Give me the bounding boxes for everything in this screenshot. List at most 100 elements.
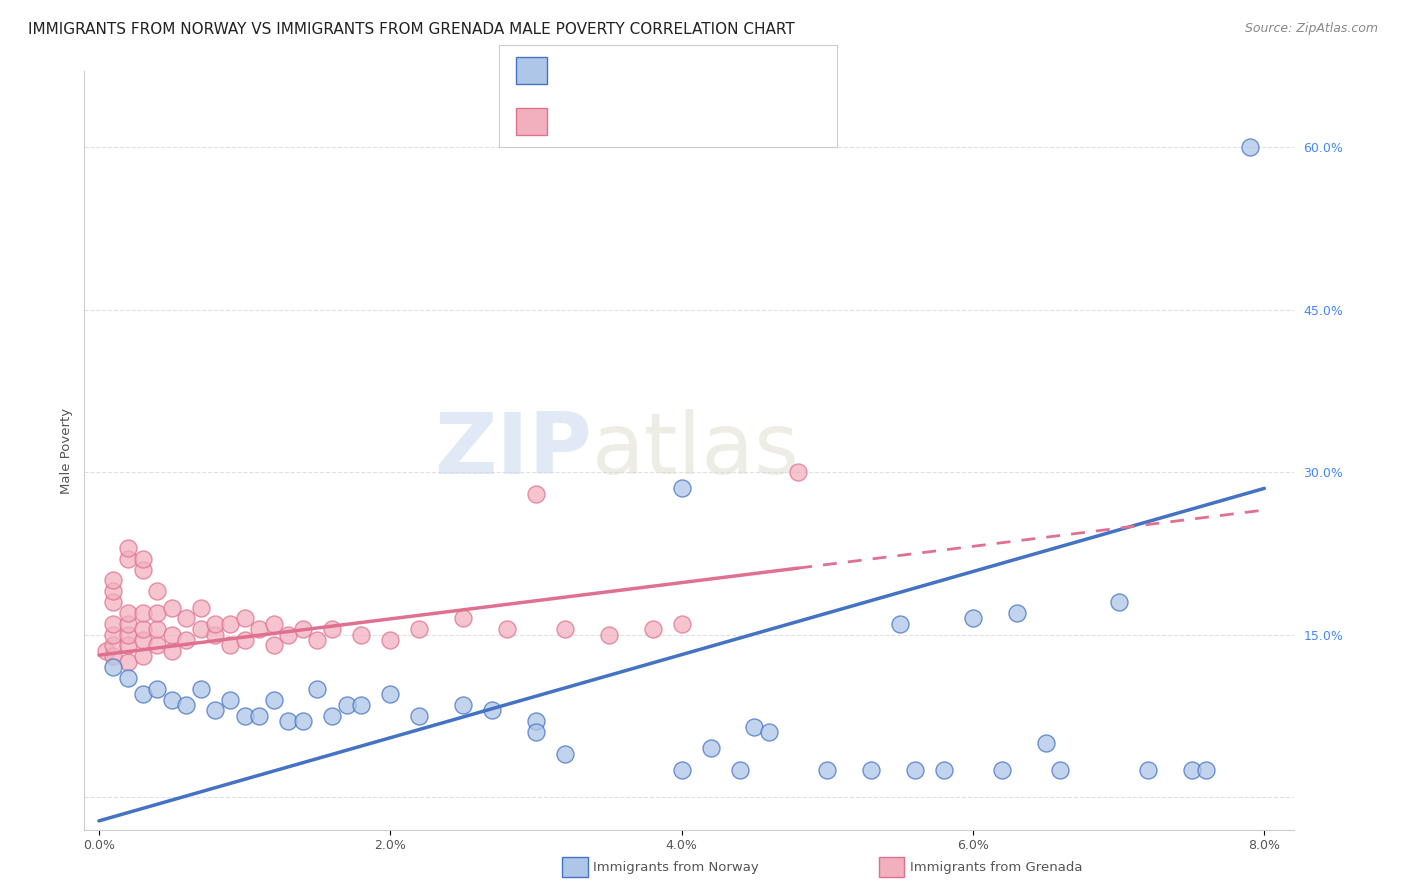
Point: [219, 616, 242, 631]
Text: 0.476: 0.476: [598, 62, 643, 78]
Point: [815, 763, 838, 777]
Text: R =: R =: [558, 114, 593, 129]
Text: ZIP: ZIP: [434, 409, 592, 492]
Point: [233, 633, 256, 648]
Point: [117, 671, 139, 685]
Point: [1239, 140, 1261, 154]
Point: [932, 763, 955, 777]
Point: [598, 627, 620, 641]
Point: [554, 622, 576, 636]
Point: [380, 687, 402, 701]
Point: [336, 698, 359, 712]
Point: [495, 622, 517, 636]
Point: [131, 563, 153, 577]
Point: [190, 600, 212, 615]
Point: [131, 551, 153, 566]
Point: [307, 633, 329, 648]
Point: [160, 627, 183, 641]
Point: [117, 655, 139, 669]
Point: [103, 639, 125, 653]
Point: [1049, 763, 1071, 777]
Point: [146, 622, 169, 636]
Point: [889, 616, 911, 631]
Point: [1195, 763, 1218, 777]
Point: [117, 551, 139, 566]
Point: [96, 644, 118, 658]
Point: [728, 763, 751, 777]
Text: N =: N =: [668, 62, 714, 78]
Point: [904, 763, 927, 777]
Point: [758, 725, 780, 739]
Point: [408, 622, 430, 636]
Point: [176, 633, 198, 648]
Point: [204, 627, 226, 641]
Point: [524, 714, 547, 729]
Point: [146, 606, 169, 620]
Point: [524, 487, 547, 501]
Point: [307, 681, 329, 696]
Point: [103, 584, 125, 599]
Text: atlas: atlas: [592, 409, 800, 492]
Point: [117, 606, 139, 620]
Point: [247, 708, 270, 723]
Point: [190, 681, 212, 696]
Point: [103, 627, 125, 641]
Point: [1180, 763, 1202, 777]
Point: [860, 763, 883, 777]
Point: [744, 720, 766, 734]
Point: [263, 692, 285, 706]
Point: [160, 600, 183, 615]
Point: [160, 644, 183, 658]
Point: [117, 541, 139, 555]
Point: [117, 627, 139, 641]
Point: [291, 622, 314, 636]
Text: R =: R =: [558, 62, 593, 78]
Point: [991, 763, 1014, 777]
Point: [219, 692, 242, 706]
Point: [524, 725, 547, 739]
Point: [1005, 606, 1028, 620]
Text: 57: 57: [720, 114, 742, 129]
Point: [1035, 736, 1057, 750]
Point: [350, 698, 373, 712]
Point: [671, 616, 693, 631]
Text: N =: N =: [668, 114, 714, 129]
Point: [233, 708, 256, 723]
Point: [263, 639, 285, 653]
Point: [700, 741, 723, 756]
Point: [277, 627, 299, 641]
Point: [204, 703, 226, 717]
Point: [321, 622, 343, 636]
Point: [321, 708, 343, 723]
Point: [146, 681, 169, 696]
Point: [131, 687, 153, 701]
Point: [103, 660, 125, 674]
Point: [962, 611, 984, 625]
Point: [204, 616, 226, 631]
Point: [247, 622, 270, 636]
Point: [146, 584, 169, 599]
Text: Immigrants from Norway: Immigrants from Norway: [593, 861, 759, 873]
Point: [103, 574, 125, 588]
Y-axis label: Male Poverty: Male Poverty: [60, 408, 73, 493]
Point: [554, 747, 576, 761]
Point: [641, 622, 664, 636]
Text: Immigrants from Grenada: Immigrants from Grenada: [910, 861, 1083, 873]
Point: [451, 698, 474, 712]
Point: [671, 482, 693, 496]
Point: [176, 698, 198, 712]
Point: [380, 633, 402, 648]
Text: Source: ZipAtlas.com: Source: ZipAtlas.com: [1244, 22, 1378, 36]
Point: [277, 714, 299, 729]
Point: [146, 639, 169, 653]
Point: [103, 616, 125, 631]
Point: [263, 616, 285, 631]
Point: [408, 708, 430, 723]
Point: [117, 639, 139, 653]
Point: [160, 692, 183, 706]
Point: [131, 649, 153, 664]
Point: [219, 639, 242, 653]
Point: [1108, 595, 1130, 609]
Point: [103, 595, 125, 609]
Point: [787, 465, 810, 479]
